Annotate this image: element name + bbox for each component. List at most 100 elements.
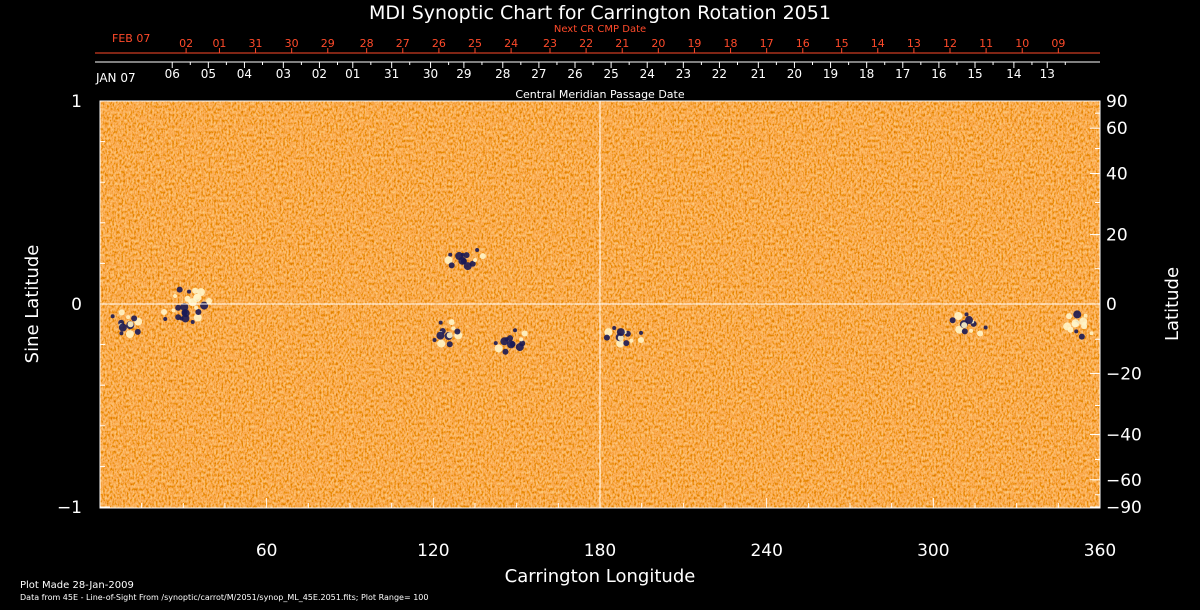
magnetic-patch — [432, 338, 437, 343]
longitude-axis: 60 120 180 240 300 360 — [141, 498, 1116, 561]
next-cmp-date-label: 30 — [285, 37, 299, 50]
magnetic-patch — [509, 341, 516, 348]
cmp-date-label: 13 — [1040, 67, 1055, 81]
magnetic-patch — [446, 332, 453, 339]
active-region — [432, 319, 463, 348]
magnetic-patch — [519, 340, 526, 347]
next-cmp-date-label: 09 — [1051, 37, 1065, 50]
next-cmp-date-label: 21 — [615, 37, 629, 50]
magnetic-patch — [1089, 331, 1094, 336]
magnetic-patch — [436, 331, 445, 340]
magnetic-patch — [964, 312, 969, 317]
magnetic-patch — [469, 260, 476, 267]
magnetic-patch — [954, 311, 963, 320]
magnetic-patch — [127, 321, 134, 328]
magnetic-patch — [188, 298, 197, 307]
next-cmp-date-label: 20 — [651, 37, 665, 50]
magnetic-patch — [639, 330, 644, 335]
y-right-tick-label: −60 — [1106, 471, 1142, 491]
cmp-date-label: 26 — [567, 67, 582, 81]
active-region — [493, 328, 528, 355]
magnetic-patch — [444, 256, 453, 265]
cmp-date-label: 28 — [495, 67, 510, 81]
latitude-axis: 90 60 40 20 0 −20 −40 −60 −90 — [1090, 92, 1142, 518]
y-axis-left-label: Sine Latitude — [22, 245, 43, 364]
next-cmp-month-label: FEB 07 — [112, 32, 150, 45]
magnetic-patch — [187, 289, 192, 294]
next-cmp-date-label: 13 — [907, 37, 921, 50]
cmp-label: Central Meridian Passage Date — [515, 88, 684, 101]
cmp-date-label: 31 — [384, 67, 399, 81]
next-cmp-date-label: 22 — [579, 37, 593, 50]
magnetic-patch — [463, 252, 470, 259]
magnetic-patch — [181, 309, 188, 316]
magnetic-patch — [448, 252, 453, 257]
magnetic-patch — [451, 326, 456, 331]
active-region — [1063, 310, 1094, 340]
next-cmp-date-axis: FEB 07 02 01 31 30 29 28 27 26 25 24 23 22 21 20 19 18 17… — [95, 32, 1100, 54]
magnetic-patch — [955, 325, 964, 334]
cmp-date-label: 04 — [237, 67, 252, 81]
footer-plot-made: Plot Made 28-Jan-2009 — [20, 580, 134, 591]
magnetic-patch — [502, 348, 509, 355]
magnetic-patch — [455, 252, 464, 261]
next-cmp-date-label: 02 — [179, 37, 193, 50]
y-right-tick-label: 60 — [1106, 119, 1128, 139]
cmp-date-label: 05 — [201, 67, 216, 81]
magnetic-patch — [110, 314, 115, 319]
next-cmp-date-label: 23 — [543, 37, 557, 50]
magnetic-patch — [193, 293, 200, 300]
next-cmp-date-label: 12 — [943, 37, 957, 50]
next-cmp-date-label: 28 — [360, 37, 374, 50]
next-cmp-date-label: 19 — [687, 37, 701, 50]
y-right-tick-label: 20 — [1106, 226, 1128, 246]
next-cmp-date-label: 01 — [212, 37, 226, 50]
next-cmp-date-label: 31 — [249, 37, 263, 50]
cmp-date-label: 27 — [531, 67, 546, 81]
magnetic-patch — [190, 320, 195, 325]
next-cmp-date-label: 29 — [321, 37, 335, 50]
magnetic-patch — [1079, 317, 1088, 326]
cmp-date-label: 15 — [967, 67, 982, 81]
magnetic-patch — [171, 308, 176, 313]
magnetic-patch — [603, 334, 610, 341]
cmp-date-label: 20 — [787, 67, 802, 81]
magnetic-patch — [616, 339, 625, 348]
y-left-tick-label: −1 — [57, 498, 82, 518]
cmp-date-label: 02 — [312, 67, 327, 81]
cmp-date-label: 23 — [676, 67, 691, 81]
magnetic-patch — [119, 331, 124, 336]
synoptic-map — [100, 101, 1100, 508]
magnetic-patch — [118, 309, 125, 316]
magnetic-patch — [521, 330, 528, 337]
magnetic-patch — [126, 315, 131, 320]
magnetic-patch — [463, 262, 472, 271]
magnetic-patch — [616, 328, 625, 337]
x-tick-label: 120 — [417, 541, 449, 561]
magnetic-patch — [1078, 333, 1085, 340]
magnetic-patch — [473, 257, 478, 262]
cmp-date-label: 06 — [165, 67, 180, 81]
magnetic-patch — [181, 314, 190, 323]
next-cmp-date-label: 11 — [979, 37, 993, 50]
cmp-date-label: 18 — [859, 67, 874, 81]
cmp-date-label: 24 — [640, 67, 655, 81]
magnetic-patch — [180, 302, 189, 311]
y-axis-right-label: Latitude — [1162, 267, 1183, 341]
magnetic-patch — [493, 341, 498, 346]
cmp-date-label: 25 — [603, 67, 618, 81]
magnetic-patch — [448, 319, 455, 326]
magnetic-patch — [612, 326, 617, 331]
magnetic-patch — [494, 344, 503, 353]
x-tick-label: 360 — [1084, 541, 1116, 561]
magnetic-patch — [192, 287, 199, 294]
active-region — [110, 309, 143, 339]
active-region — [949, 311, 988, 337]
magnetic-patch — [193, 313, 202, 322]
magnetic-patch — [500, 337, 509, 346]
next-cmp-date-label: 10 — [1015, 37, 1029, 50]
magnetic-patch — [513, 328, 518, 333]
magnetic-patch — [604, 328, 613, 337]
cmp-date-label: 01 — [345, 67, 360, 81]
x-tick-label: 300 — [917, 541, 949, 561]
